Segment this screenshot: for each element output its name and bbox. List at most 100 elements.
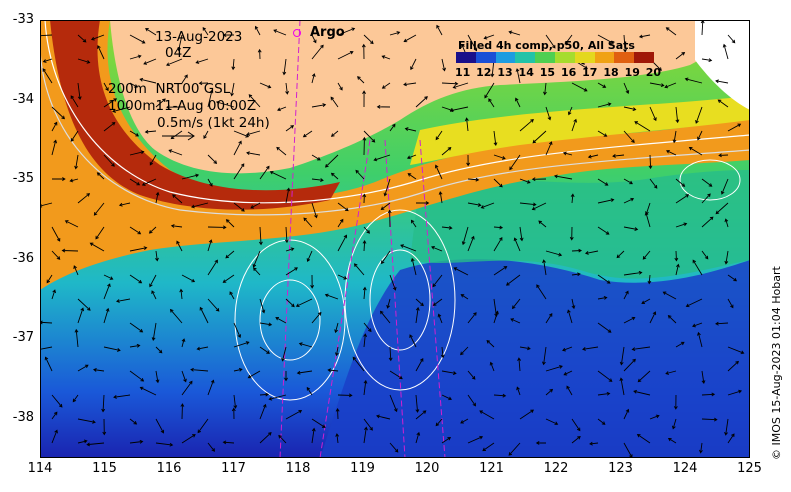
- velocity-arrow: [489, 361, 495, 372]
- velocity-arrow: [515, 97, 521, 108]
- velocity-arrow: [701, 250, 709, 260]
- velocity-arrow: [623, 34, 627, 53]
- velocity-arrow: [222, 440, 235, 445]
- velocity-arrow: [597, 178, 609, 186]
- velocity-arrow: [40, 346, 53, 350]
- velocity-arrow: [541, 346, 547, 366]
- x-tick-label: 122: [543, 461, 569, 476]
- velocity-arrow: [327, 368, 339, 373]
- velocity-arrow: [303, 217, 313, 228]
- velocity-arrow: [155, 418, 165, 434]
- velocity-arrow: [311, 311, 322, 324]
- velocity-arrow: [51, 226, 61, 242]
- colorbar-swatch: [515, 52, 536, 63]
- velocity-arrow: [69, 178, 79, 183]
- velocity-arrow: [415, 394, 420, 413]
- velocity-arrow: [46, 274, 53, 284]
- velocity-arrow: [129, 343, 141, 348]
- velocity-arrow: [362, 286, 367, 300]
- velocity-arrow: [207, 178, 213, 187]
- velocity-arrow: [437, 313, 443, 324]
- velocity-arrow: [666, 149, 677, 156]
- velocity-arrow: [233, 341, 250, 348]
- velocity-arrow: [51, 106, 66, 120]
- velocity-arrow: [118, 202, 131, 207]
- velocity-arrow: [452, 82, 469, 89]
- velocity-arrow: [177, 34, 183, 52]
- velocity-arrow: [545, 141, 553, 156]
- velocity-arrow: [432, 298, 443, 306]
- velocity-arrow: [431, 245, 443, 252]
- velocity-arrow: [215, 100, 235, 108]
- colorbar-swatch: [594, 52, 615, 63]
- velocity-arrow: [176, 240, 183, 252]
- velocity-arrow: [415, 410, 427, 420]
- velocity-arrow: [207, 239, 213, 252]
- velocity-arrow: [701, 193, 711, 204]
- velocity-arrow: [649, 106, 657, 122]
- velocity-arrow: [337, 50, 354, 60]
- velocity-arrow: [259, 82, 272, 89]
- eddy-contour: [344, 209, 456, 391]
- velocity-arrow: [667, 315, 677, 324]
- velocity-arrow: [597, 102, 612, 108]
- sst-map[interactable]: [40, 20, 750, 458]
- velocity-arrow: [246, 130, 261, 136]
- velocity-arrow: [519, 202, 537, 207]
- velocity-arrow: [181, 74, 188, 84]
- velocity-arrow: [197, 418, 209, 434]
- velocity-arrow: [155, 98, 166, 108]
- velocity-arrow: [207, 89, 214, 108]
- velocity-arrow: [44, 356, 53, 372]
- velocity-arrow: [623, 197, 635, 204]
- velocity-arrow: [720, 178, 729, 195]
- colorbar-swatch: [475, 52, 496, 63]
- velocity-arrow: [311, 202, 318, 219]
- velocity-arrow: [648, 154, 653, 170]
- velocity-arrow: [542, 259, 547, 276]
- velocity-arrow: [562, 151, 573, 156]
- colorbar-swatch: [634, 52, 654, 63]
- velocity-arrow: [649, 311, 657, 324]
- velocity-arrow: [376, 104, 391, 109]
- velocity-arrow: [449, 106, 469, 113]
- velocity-arrow: [298, 342, 313, 348]
- velocity-arrow: [103, 283, 111, 300]
- velocity-arrow: [415, 306, 420, 324]
- velocity-arrow: [269, 170, 287, 180]
- velocity-arrow: [488, 98, 495, 108]
- map-border: [40, 20, 750, 458]
- velocity-arrow: [77, 418, 96, 424]
- velocity-arrow: [727, 433, 735, 444]
- velocity-arrow: [233, 322, 242, 339]
- velocity-arrow: [467, 235, 475, 252]
- velocity-arrow: [467, 394, 476, 407]
- velocity-arrow: [96, 172, 105, 180]
- velocity-arrow: [180, 403, 185, 420]
- x-tick-label: 119: [350, 461, 375, 476]
- velocity-arrow: [296, 370, 313, 375]
- velocity-arrow: [486, 339, 495, 348]
- velocity-arrow: [641, 298, 651, 305]
- map-date: 13-Aug-2023: [155, 29, 243, 45]
- velocity-arrow: [381, 55, 391, 60]
- velocity-arrow: [233, 163, 245, 180]
- velocity-arrow: [376, 414, 391, 420]
- velocity-arrow: [330, 96, 339, 108]
- velocity-arrow: [278, 434, 287, 444]
- velocity-arrow: [195, 58, 209, 64]
- velocity-arrow: [597, 370, 613, 382]
- velocity-arrow: [352, 356, 365, 372]
- velocity-arrow: [667, 437, 677, 444]
- velocity-arrow: [93, 202, 105, 216]
- velocity-arrow: [282, 58, 287, 76]
- velocity-arrow: [77, 439, 88, 444]
- velocity-arrow: [597, 130, 608, 137]
- velocity-arrow: [310, 274, 315, 289]
- velocity-arrow: [355, 169, 365, 180]
- velocity-arrow: [77, 364, 89, 372]
- velocity-arrow: [662, 291, 677, 300]
- velocity-arrow: [389, 31, 401, 36]
- velocity-arrow: [517, 357, 522, 372]
- velocity-arrow: [112, 106, 131, 113]
